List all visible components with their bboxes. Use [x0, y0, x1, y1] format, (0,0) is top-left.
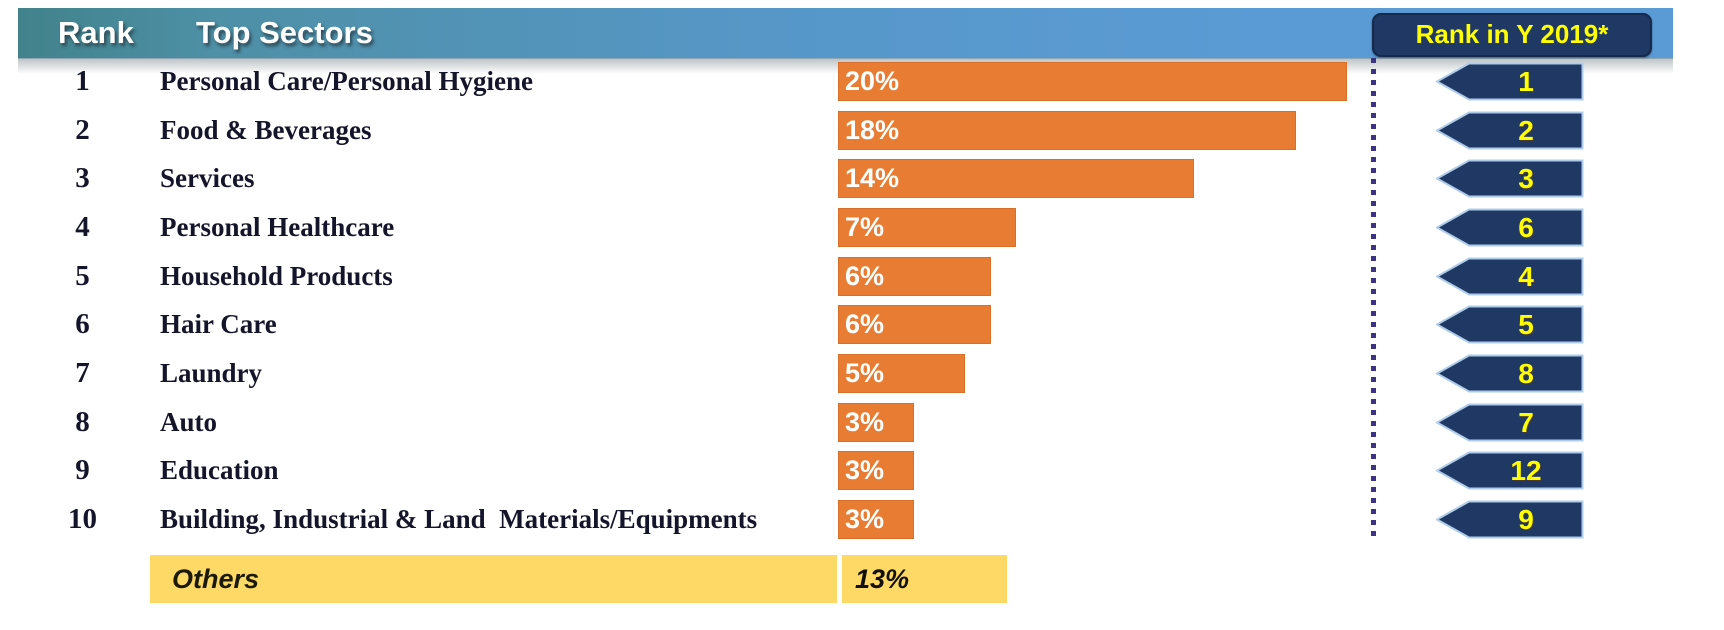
- rank-2019-badge: 9: [1436, 500, 1584, 539]
- rank-2019-value: 5: [1518, 309, 1534, 340]
- sector-label: Building, Industrial & Land Materials/Eq…: [160, 504, 758, 534]
- rank-cell: 9: [75, 454, 90, 486]
- sector-label: Services: [160, 163, 255, 193]
- badge-arrow-icon: [1436, 451, 1584, 490]
- rank-2019-header-badge: Rank in Y 2019*: [1372, 13, 1652, 57]
- bar-value-label: 7%: [845, 212, 885, 242]
- rank-2019-badge: 4: [1436, 257, 1584, 296]
- bar-value-label: 6%: [845, 309, 885, 339]
- rank-2019-badge: 8: [1436, 354, 1584, 393]
- bar-value-label: 14%: [845, 163, 900, 193]
- value-bar: 3%: [838, 451, 914, 490]
- dotted-divider: [1371, 58, 1376, 538]
- others-value-label: 13%: [855, 564, 910, 594]
- others-value-cell: 13%: [842, 555, 1007, 603]
- bar-value-label: 3%: [845, 504, 885, 534]
- rank-cell: 10: [68, 503, 97, 535]
- badge-arrow-icon: [1436, 305, 1584, 344]
- badge-arrow-icon: [1436, 111, 1584, 150]
- badge-arrow-icon: [1436, 159, 1584, 198]
- rank-cell: 5: [75, 260, 90, 292]
- bar-value-label: 6%: [845, 261, 885, 291]
- sector-label: Household Products: [160, 261, 393, 291]
- bar-value-label: 18%: [845, 115, 900, 145]
- rank-2019-badge: 7: [1436, 403, 1584, 442]
- rank-2019-value: 7: [1518, 407, 1534, 438]
- rank-cell: 3: [75, 162, 90, 194]
- rank-cell: 6: [75, 308, 90, 340]
- others-label: Others: [172, 564, 260, 594]
- rank-2019-badge: 3: [1436, 159, 1584, 198]
- rank-cell: 1: [75, 65, 90, 97]
- table-row: 7 Laundry 5% 8: [0, 354, 1724, 393]
- rank-2019-value: 1: [1518, 66, 1534, 97]
- bar-value-label: 3%: [845, 407, 885, 437]
- sector-label: Education: [160, 455, 279, 485]
- value-bar: 20%: [838, 62, 1347, 101]
- rank-column-header: Rank: [58, 15, 134, 50]
- sector-label: Personal Healthcare: [160, 212, 395, 242]
- rank-cell: 8: [75, 406, 90, 438]
- page-title: Top Sectors: [196, 15, 373, 50]
- rank-2019-badge: 1: [1436, 62, 1584, 101]
- rank-cell: 2: [75, 114, 90, 146]
- rank-2019-badge: 12: [1436, 451, 1584, 490]
- value-bar: 14%: [838, 159, 1194, 198]
- rank-2019-badge: 6: [1436, 208, 1584, 247]
- sector-label: Personal Care/Personal Hygiene: [160, 66, 533, 96]
- table-row: 5 Household Products 6% 4: [0, 257, 1724, 296]
- table-row: 3 Services 14% 3: [0, 159, 1724, 198]
- value-bar: 3%: [838, 403, 914, 442]
- sector-label: Hair Care: [160, 309, 277, 339]
- rank-2019-badge: 5: [1436, 305, 1584, 344]
- sector-label: Auto: [160, 407, 218, 437]
- badge-arrow-icon: [1436, 354, 1584, 393]
- value-bar: 6%: [838, 257, 991, 296]
- rank-2019-value: 9: [1518, 504, 1534, 535]
- badge-arrow-icon: [1436, 257, 1584, 296]
- others-row: Others: [150, 555, 837, 603]
- rank-2019-badge: 2: [1436, 111, 1584, 150]
- bar-value-label: 20%: [845, 66, 900, 96]
- value-bar: 18%: [838, 111, 1296, 150]
- value-bar: 3%: [838, 500, 914, 539]
- sector-label: Laundry: [160, 358, 263, 388]
- table-row: 6 Hair Care 6% 5: [0, 305, 1724, 344]
- rank-2019-value: 12: [1510, 455, 1542, 486]
- rank-2019-value: 3: [1518, 163, 1534, 194]
- rank-2019-value: 4: [1518, 261, 1534, 292]
- header-band: Rank Top Sectors Rank in Y 2019*: [18, 8, 1673, 59]
- table-row: 4 Personal Healthcare 7% 6: [0, 208, 1724, 247]
- badge-arrow-icon: [1436, 500, 1584, 539]
- sector-label: Food & Beverages: [160, 115, 372, 145]
- value-bar: 7%: [838, 208, 1016, 247]
- value-bar: 5%: [838, 354, 965, 393]
- table-row: 2 Food & Beverages 18% 2: [0, 111, 1724, 150]
- bar-value-label: 3%: [845, 455, 885, 485]
- table-row: 9 Education 3% 12: [0, 451, 1724, 490]
- table-row: 10 Building, Industrial & Land Materials…: [0, 500, 1724, 539]
- rank-2019-value: 6: [1518, 212, 1534, 243]
- rank-cell: 7: [75, 357, 90, 389]
- badge-arrow-icon: [1436, 208, 1584, 247]
- badge-arrow-icon: [1436, 403, 1584, 442]
- bar-value-label: 5%: [845, 358, 885, 388]
- table-row: 1 Personal Care/Personal Hygiene 20% 1: [0, 62, 1724, 101]
- value-bar: 6%: [838, 305, 991, 344]
- rank-cell: 4: [75, 211, 90, 243]
- rank-2019-value: 8: [1518, 358, 1534, 389]
- table-row: 8 Auto 3% 7: [0, 403, 1724, 442]
- badge-arrow-icon: [1436, 62, 1584, 101]
- rank-2019-value: 2: [1518, 115, 1534, 146]
